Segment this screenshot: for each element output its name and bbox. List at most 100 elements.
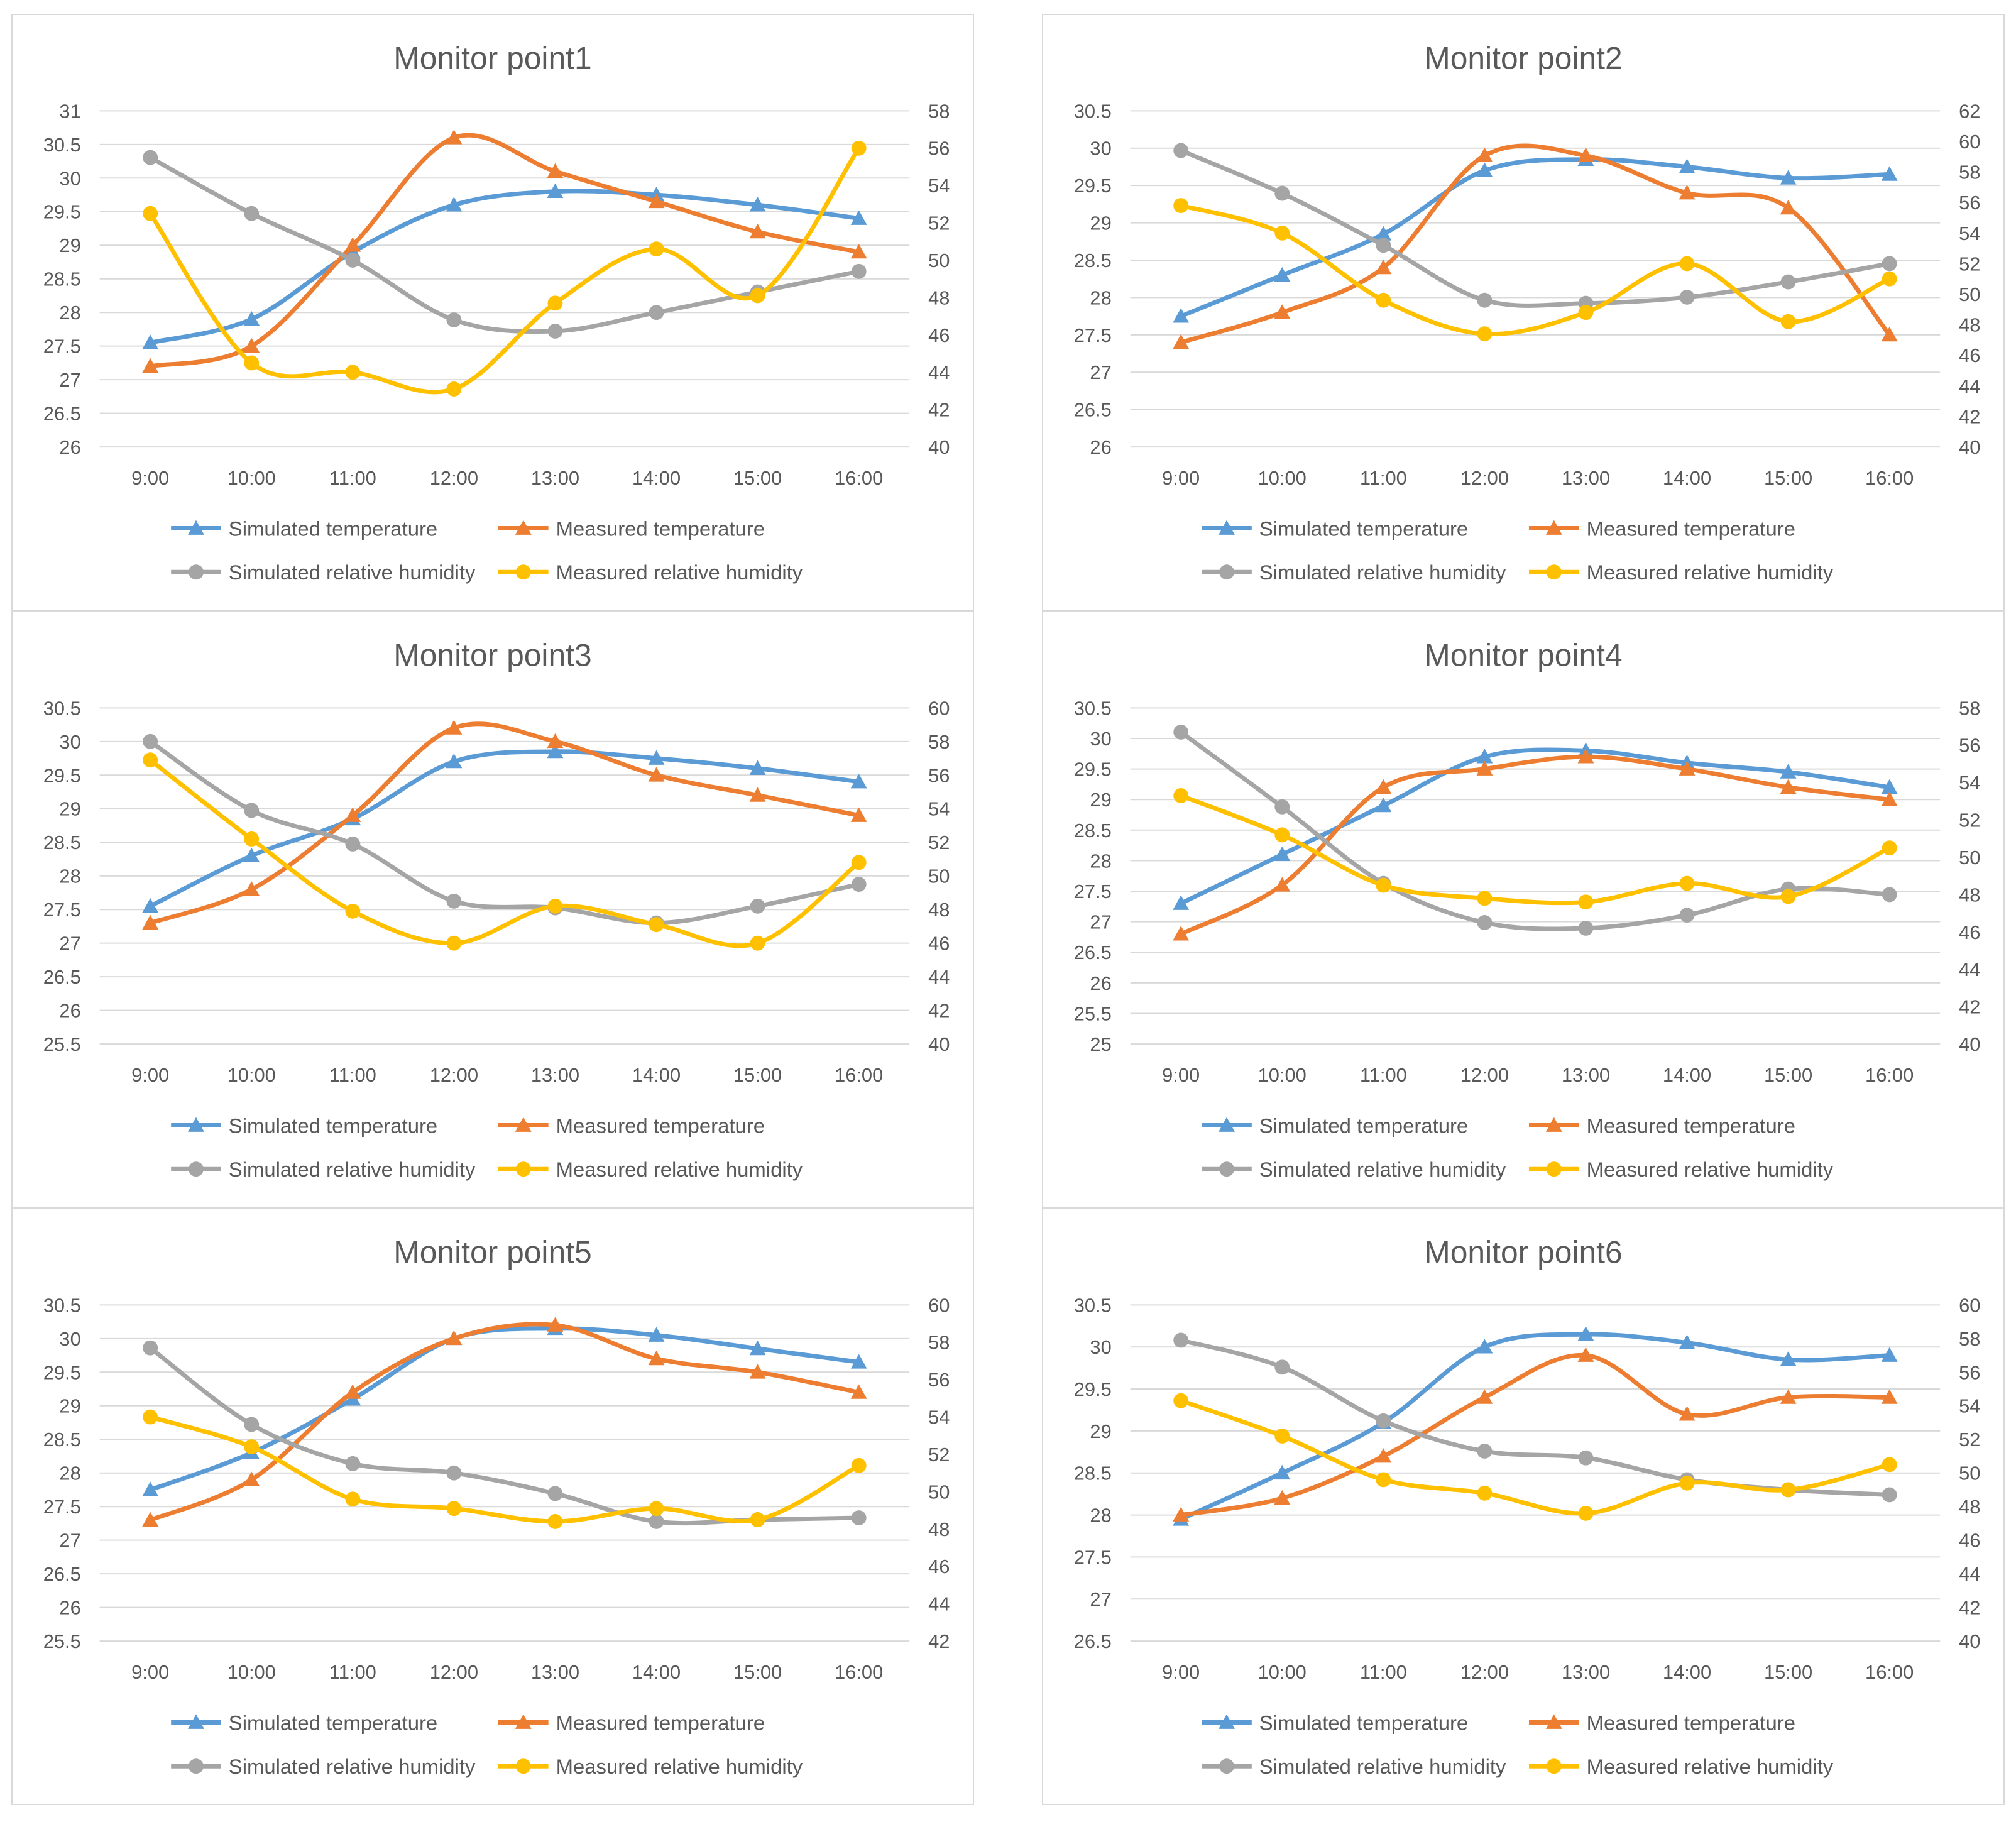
data-point bbox=[345, 903, 361, 919]
y-left-tick-label: 26.5 bbox=[1074, 941, 1112, 963]
data-point bbox=[851, 855, 867, 870]
series-line bbox=[148, 1322, 862, 1523]
chart-title: Monitor point6 bbox=[1424, 1235, 1622, 1270]
legend-marker bbox=[515, 1161, 531, 1177]
data-point bbox=[1477, 1444, 1493, 1459]
x-tick-label: 9:00 bbox=[131, 1064, 169, 1086]
legend-label: Measured temperature bbox=[556, 1711, 765, 1734]
series-measured-temperature bbox=[1173, 143, 1898, 349]
chart-panel-5: Monitor point5 25.5 26 26.5 27 27.5 28 28.5 29 29… bbox=[11, 1208, 974, 1805]
y-left-tick-label: 29 bbox=[1090, 212, 1111, 234]
y-right-tick-label: 40 bbox=[928, 436, 950, 458]
legend-marker bbox=[515, 1117, 532, 1132]
y-left-tick-label: 26.5 bbox=[43, 1563, 81, 1585]
legend-entry-measured-relative-humidity: Measured relative humidity bbox=[1528, 1755, 1834, 1778]
data-point bbox=[1577, 749, 1594, 764]
data-point bbox=[1578, 894, 1594, 910]
data-point bbox=[851, 263, 867, 279]
y-right-tick-label: 56 bbox=[1959, 192, 1980, 214]
legend-entry-simulated-relative-humidity: Simulated relative humidity bbox=[171, 1755, 476, 1778]
legend-entry-simulated-temperature: Simulated temperature bbox=[171, 1114, 437, 1137]
x-tick-label: 11:00 bbox=[1360, 1661, 1407, 1683]
data-point bbox=[1881, 791, 1898, 806]
legend-label: Simulated temperature bbox=[1259, 1711, 1468, 1734]
data-point bbox=[1780, 1351, 1797, 1366]
y-right-tick-label: 60 bbox=[928, 697, 950, 719]
y-left-tick-label: 25.5 bbox=[43, 1033, 81, 1055]
data-point bbox=[850, 244, 867, 259]
series-measured-temperature bbox=[1173, 1347, 1898, 1522]
data-point bbox=[1173, 1393, 1189, 1408]
data-point bbox=[1881, 1389, 1898, 1404]
y-right-tick-label: 50 bbox=[1959, 283, 1980, 305]
data-point bbox=[1780, 274, 1796, 290]
x-tick-label: 16:00 bbox=[835, 467, 883, 489]
data-point bbox=[750, 1512, 765, 1527]
series-simulated-temperature bbox=[1173, 151, 1898, 323]
y-left-tick-label: 30 bbox=[1090, 1336, 1111, 1358]
y-left-tick-label: 26.5 bbox=[43, 966, 81, 988]
data-point bbox=[749, 760, 766, 775]
x-tick-label: 16:00 bbox=[835, 1064, 883, 1086]
data-point bbox=[850, 1354, 867, 1369]
data-point bbox=[446, 935, 462, 951]
x-tick-label: 11:00 bbox=[329, 1064, 376, 1086]
data-point bbox=[1780, 764, 1797, 779]
legend-label: Measured relative humidity bbox=[1587, 1755, 1834, 1778]
data-point bbox=[1476, 1389, 1493, 1404]
series-measured-temperature bbox=[1173, 749, 1898, 941]
data-point bbox=[243, 337, 260, 353]
chart-panel-4: Monitor point4 25 25.5 26 26.5 27 27.5 28 28.5 29… bbox=[1042, 611, 2005, 1208]
data-point bbox=[1477, 891, 1493, 906]
y-left-tick-label: 29 bbox=[1090, 789, 1111, 811]
data-point bbox=[1882, 1457, 1897, 1473]
legend-label: Measured temperature bbox=[556, 517, 765, 540]
y-left-tick-label: 29.5 bbox=[1074, 1378, 1112, 1400]
y-right-tick-label: 46 bbox=[1959, 1530, 1980, 1552]
series-line bbox=[1178, 747, 1892, 906]
data-point bbox=[850, 774, 867, 789]
y-left-tick-label: 27 bbox=[59, 369, 80, 391]
x-tick-label: 14:00 bbox=[632, 1064, 681, 1086]
data-point bbox=[244, 831, 260, 847]
y-left-tick-label: 30.5 bbox=[1074, 100, 1112, 122]
data-point bbox=[1476, 162, 1493, 177]
y-right-tick-label: 52 bbox=[1959, 253, 1980, 275]
data-point bbox=[1881, 326, 1898, 342]
chart-svg-6: Monitor point6 26.5 27 27.5 28 28.5 29 29.5 30 30… bbox=[1074, 1235, 1981, 1779]
data-point bbox=[1881, 166, 1898, 181]
data-point bbox=[1376, 238, 1391, 253]
x-tick-label: 10:00 bbox=[1258, 1064, 1307, 1086]
data-point bbox=[851, 1510, 867, 1525]
series-line bbox=[148, 133, 862, 369]
legend-marker bbox=[1219, 1161, 1234, 1177]
data-point bbox=[851, 877, 867, 892]
data-point bbox=[1274, 1428, 1290, 1444]
y-right-tick-label: 40 bbox=[1959, 436, 1980, 458]
data-point bbox=[243, 1471, 260, 1486]
series-simulated-relative-humidity bbox=[143, 733, 867, 931]
y-right-tick-label: 48 bbox=[928, 899, 950, 921]
data-point bbox=[143, 1409, 158, 1425]
y-left-tick-label: 26 bbox=[59, 1000, 80, 1022]
x-tick-label: 15:00 bbox=[733, 1661, 782, 1683]
data-point bbox=[1476, 760, 1493, 776]
y-right-tick-label: 42 bbox=[928, 1630, 950, 1652]
legend-marker bbox=[1219, 1714, 1235, 1729]
data-point bbox=[1882, 256, 1897, 272]
y-right-tick-label: 54 bbox=[1959, 222, 1980, 244]
y-right-tick-label: 52 bbox=[1959, 809, 1980, 831]
data-point bbox=[1477, 1485, 1493, 1501]
legend-marker bbox=[189, 564, 204, 580]
data-point bbox=[750, 288, 765, 304]
legend-label: Simulated temperature bbox=[229, 517, 437, 540]
y-left-tick-label: 28.5 bbox=[43, 268, 81, 290]
data-point bbox=[1679, 289, 1695, 305]
x-tick-label: 15:00 bbox=[1764, 1661, 1812, 1683]
series-line bbox=[1178, 1352, 1892, 1518]
y-right-tick-label: 44 bbox=[1959, 1563, 1980, 1585]
legend-label: Measured relative humidity bbox=[1587, 561, 1834, 584]
data-point bbox=[1679, 1334, 1696, 1349]
data-point bbox=[142, 1481, 159, 1496]
chart-svg-5: Monitor point5 25.5 26 26.5 27 27.5 28 28.5 29 29… bbox=[43, 1235, 950, 1779]
